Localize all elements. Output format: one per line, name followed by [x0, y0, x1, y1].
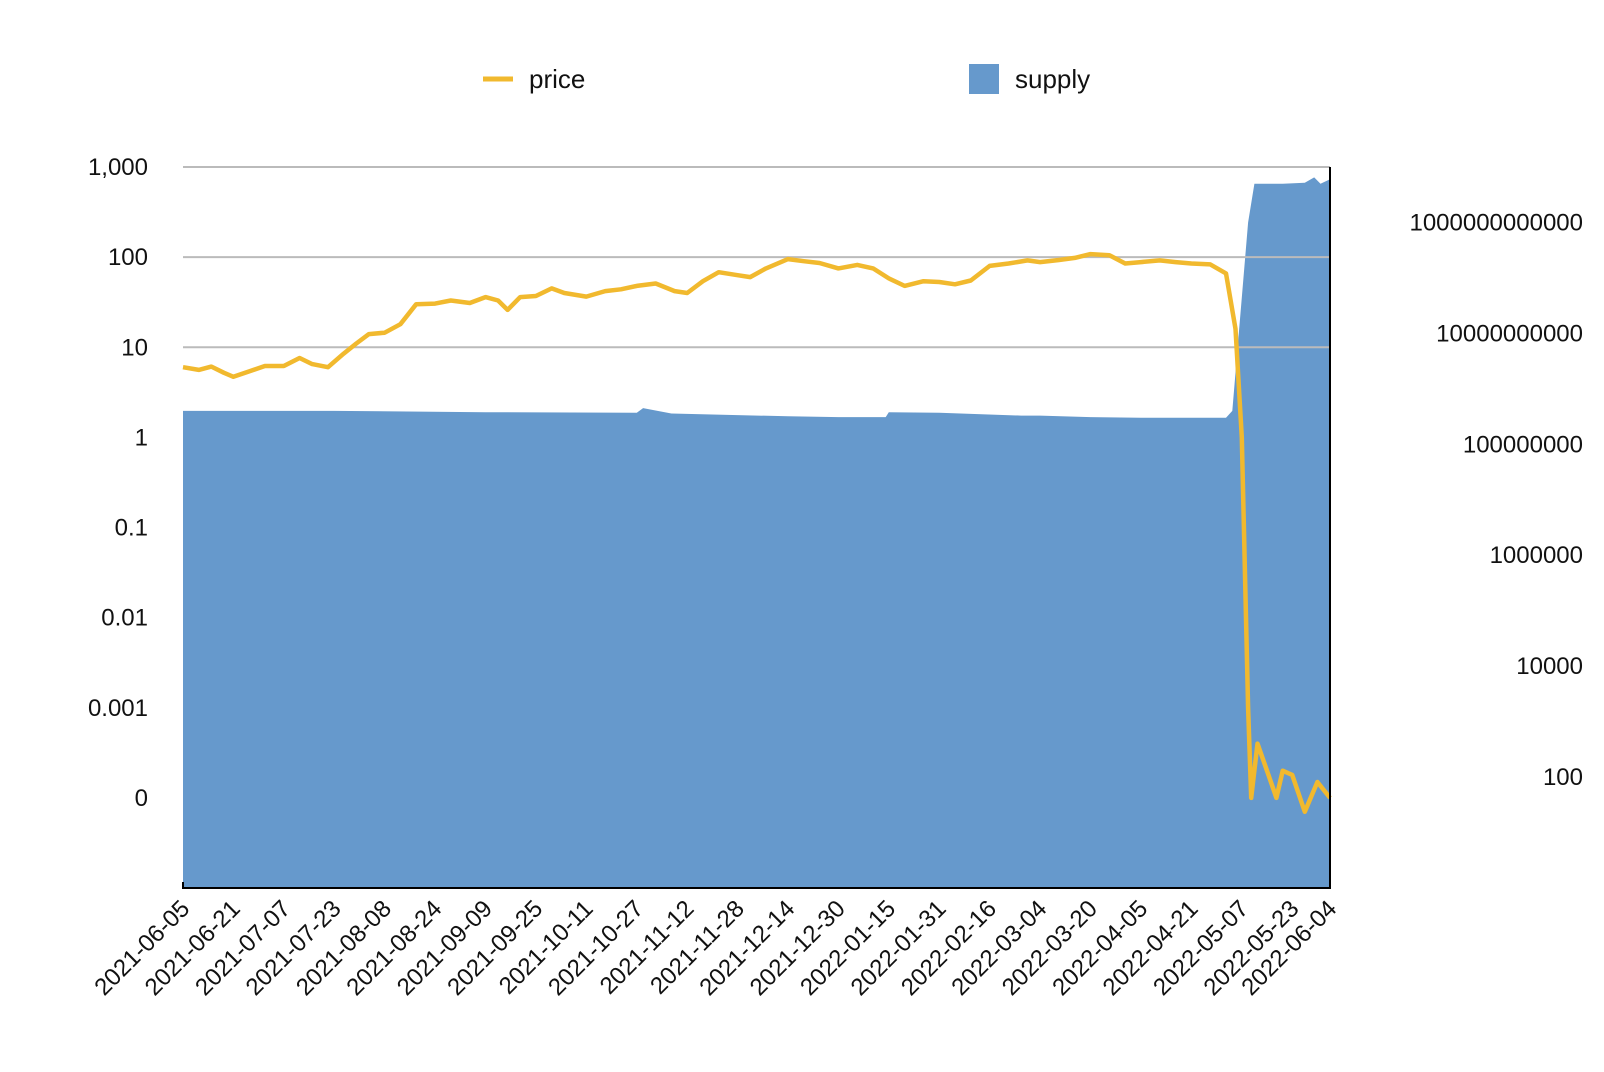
right-axis-ticks: 1000000000000 10000000000 100000000 1000000…	[1409, 209, 1583, 791]
supply-area	[183, 177, 1330, 888]
right-tick-label-1: 10000000000	[1436, 320, 1583, 347]
left-tick-label-0: 1,000	[88, 154, 148, 181]
legend: price supply	[483, 64, 1090, 94]
left-tick-label-1: 100	[108, 244, 148, 271]
plot-area	[182, 166, 1332, 889]
gridlines	[183, 166, 1330, 349]
legend-supply-label: supply	[1015, 64, 1090, 94]
left-tick-label-7: 0	[135, 785, 148, 812]
left-tick-label-3: 1	[135, 424, 148, 451]
right-tick-label-3: 1000000	[1490, 542, 1583, 569]
right-tick-label-5: 100	[1543, 764, 1583, 791]
price-line	[182, 251, 1332, 815]
right-tick-label-0: 1000000000000	[1409, 209, 1583, 236]
left-tick-label-4: 0.1	[115, 515, 148, 542]
right-tick-label-4: 10000	[1516, 653, 1583, 680]
x-axis-ticks: 2021-06-052021-06-212021-07-072021-07-23…	[89, 895, 1342, 1001]
right-tick-label-2: 100000000	[1463, 431, 1583, 458]
left-tick-label-5: 0.01	[101, 605, 148, 632]
left-tick-label-2: 10	[121, 334, 148, 361]
left-tick-label-6: 0.001	[88, 695, 148, 722]
legend-supply-swatch	[969, 64, 999, 94]
left-axis-ticks: 1,000 100 10 1 0.1 0.01 0.001 0	[88, 154, 148, 812]
legend-price-label: price	[529, 64, 585, 94]
